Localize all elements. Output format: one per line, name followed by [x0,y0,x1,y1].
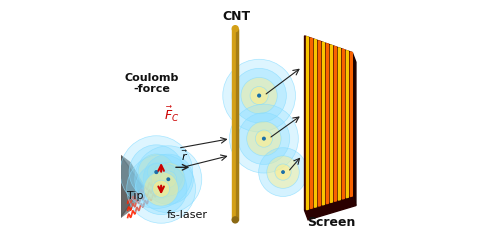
Circle shape [247,121,281,156]
Polygon shape [304,36,352,210]
Circle shape [138,154,175,190]
Circle shape [167,178,169,180]
Circle shape [152,163,185,196]
Ellipse shape [232,217,238,223]
Circle shape [135,146,202,213]
Circle shape [223,59,296,132]
Circle shape [241,77,277,114]
Polygon shape [326,43,328,204]
Circle shape [275,164,291,180]
Circle shape [155,171,158,174]
Circle shape [282,171,284,173]
Circle shape [259,148,307,196]
Circle shape [229,104,298,173]
Polygon shape [350,52,352,196]
Polygon shape [335,46,336,201]
Circle shape [160,171,177,188]
Polygon shape [304,196,356,220]
Text: fs-laser: fs-laser [167,210,208,220]
Circle shape [129,145,183,199]
Polygon shape [342,49,344,199]
Polygon shape [352,53,356,206]
Polygon shape [120,155,142,217]
Polygon shape [318,41,321,206]
Circle shape [255,130,273,147]
Polygon shape [307,37,309,210]
Text: Screen: Screen [307,216,355,229]
Circle shape [160,188,162,190]
Ellipse shape [232,26,238,32]
Polygon shape [338,48,340,200]
Text: $\vec{F}_C$: $\vec{F}_C$ [164,105,179,125]
Circle shape [127,154,195,223]
Polygon shape [314,39,316,207]
Bar [232,29,238,220]
Circle shape [258,94,261,97]
Circle shape [267,156,299,188]
Polygon shape [120,155,144,217]
Circle shape [135,163,187,215]
Circle shape [143,154,193,204]
Text: Tip: Tip [127,191,143,201]
Circle shape [238,113,290,164]
Text: $\vec{r}$: $\vec{r}$ [181,148,189,163]
Polygon shape [311,38,312,208]
Bar [236,29,238,220]
Polygon shape [330,45,333,203]
Circle shape [147,163,166,181]
Polygon shape [323,42,324,205]
Text: Coulomb
-force: Coulomb -force [124,73,179,94]
Circle shape [153,180,170,197]
Circle shape [144,172,179,206]
Polygon shape [347,50,348,198]
Circle shape [120,136,192,208]
Circle shape [263,137,265,140]
Text: CNT: CNT [222,10,251,23]
Circle shape [232,68,287,123]
Circle shape [250,87,268,105]
